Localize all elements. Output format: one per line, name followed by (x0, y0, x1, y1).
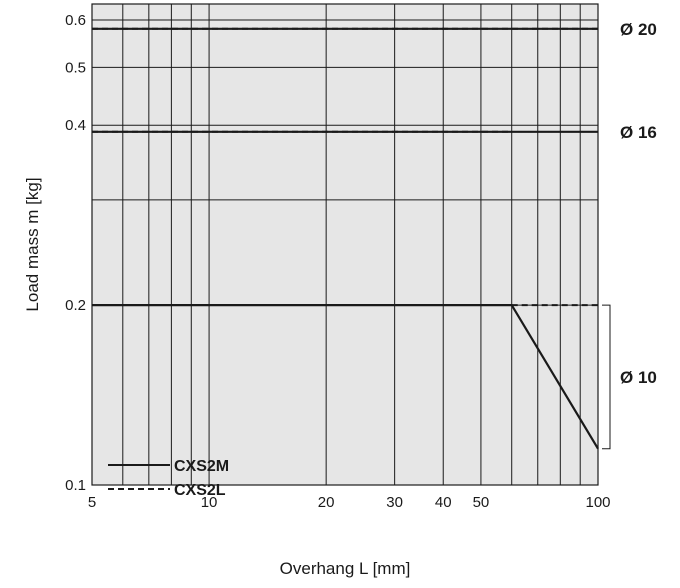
plot-frame (91, 3, 599, 486)
plot-background (92, 4, 598, 485)
bracket (602, 304, 611, 450)
x-tick-label: 50 (473, 494, 490, 511)
ticks: 5 10 20 30 40 50 100 0.1 0.2 0.4 0.5 0.6 (65, 12, 610, 511)
series-labels: Ø 20 Ø 16 Ø 10 (602, 20, 657, 450)
series-label: Ø 16 (620, 123, 657, 142)
y-tick-label: 0.2 (65, 297, 86, 314)
legend-label: CXS2M (174, 458, 229, 475)
x-tick-label: 100 (585, 494, 610, 511)
series (92, 27, 599, 450)
x-tick-label: 20 (318, 494, 335, 511)
x-tick-label: 30 (386, 494, 403, 511)
y-tick-label: 0.4 (65, 117, 86, 134)
x-tick-label: 5 (88, 494, 96, 511)
x-tick-label: 40 (435, 494, 452, 511)
y-tick-label: 0.1 (65, 477, 86, 494)
x-axis-title: Overhang L [mm] (280, 559, 411, 578)
legend: CXS2M CXS2L (108, 458, 229, 499)
y-axis-title: Load mass m [kg] (23, 177, 42, 311)
y-tick-label: 0.5 (65, 59, 86, 76)
series-label: Ø 20 (620, 20, 657, 39)
legend-label: CXS2L (174, 482, 226, 499)
y-tick-label: 0.6 (65, 12, 86, 29)
x-tick-label: 10 (201, 494, 218, 511)
series-label: Ø 10 (620, 368, 657, 387)
